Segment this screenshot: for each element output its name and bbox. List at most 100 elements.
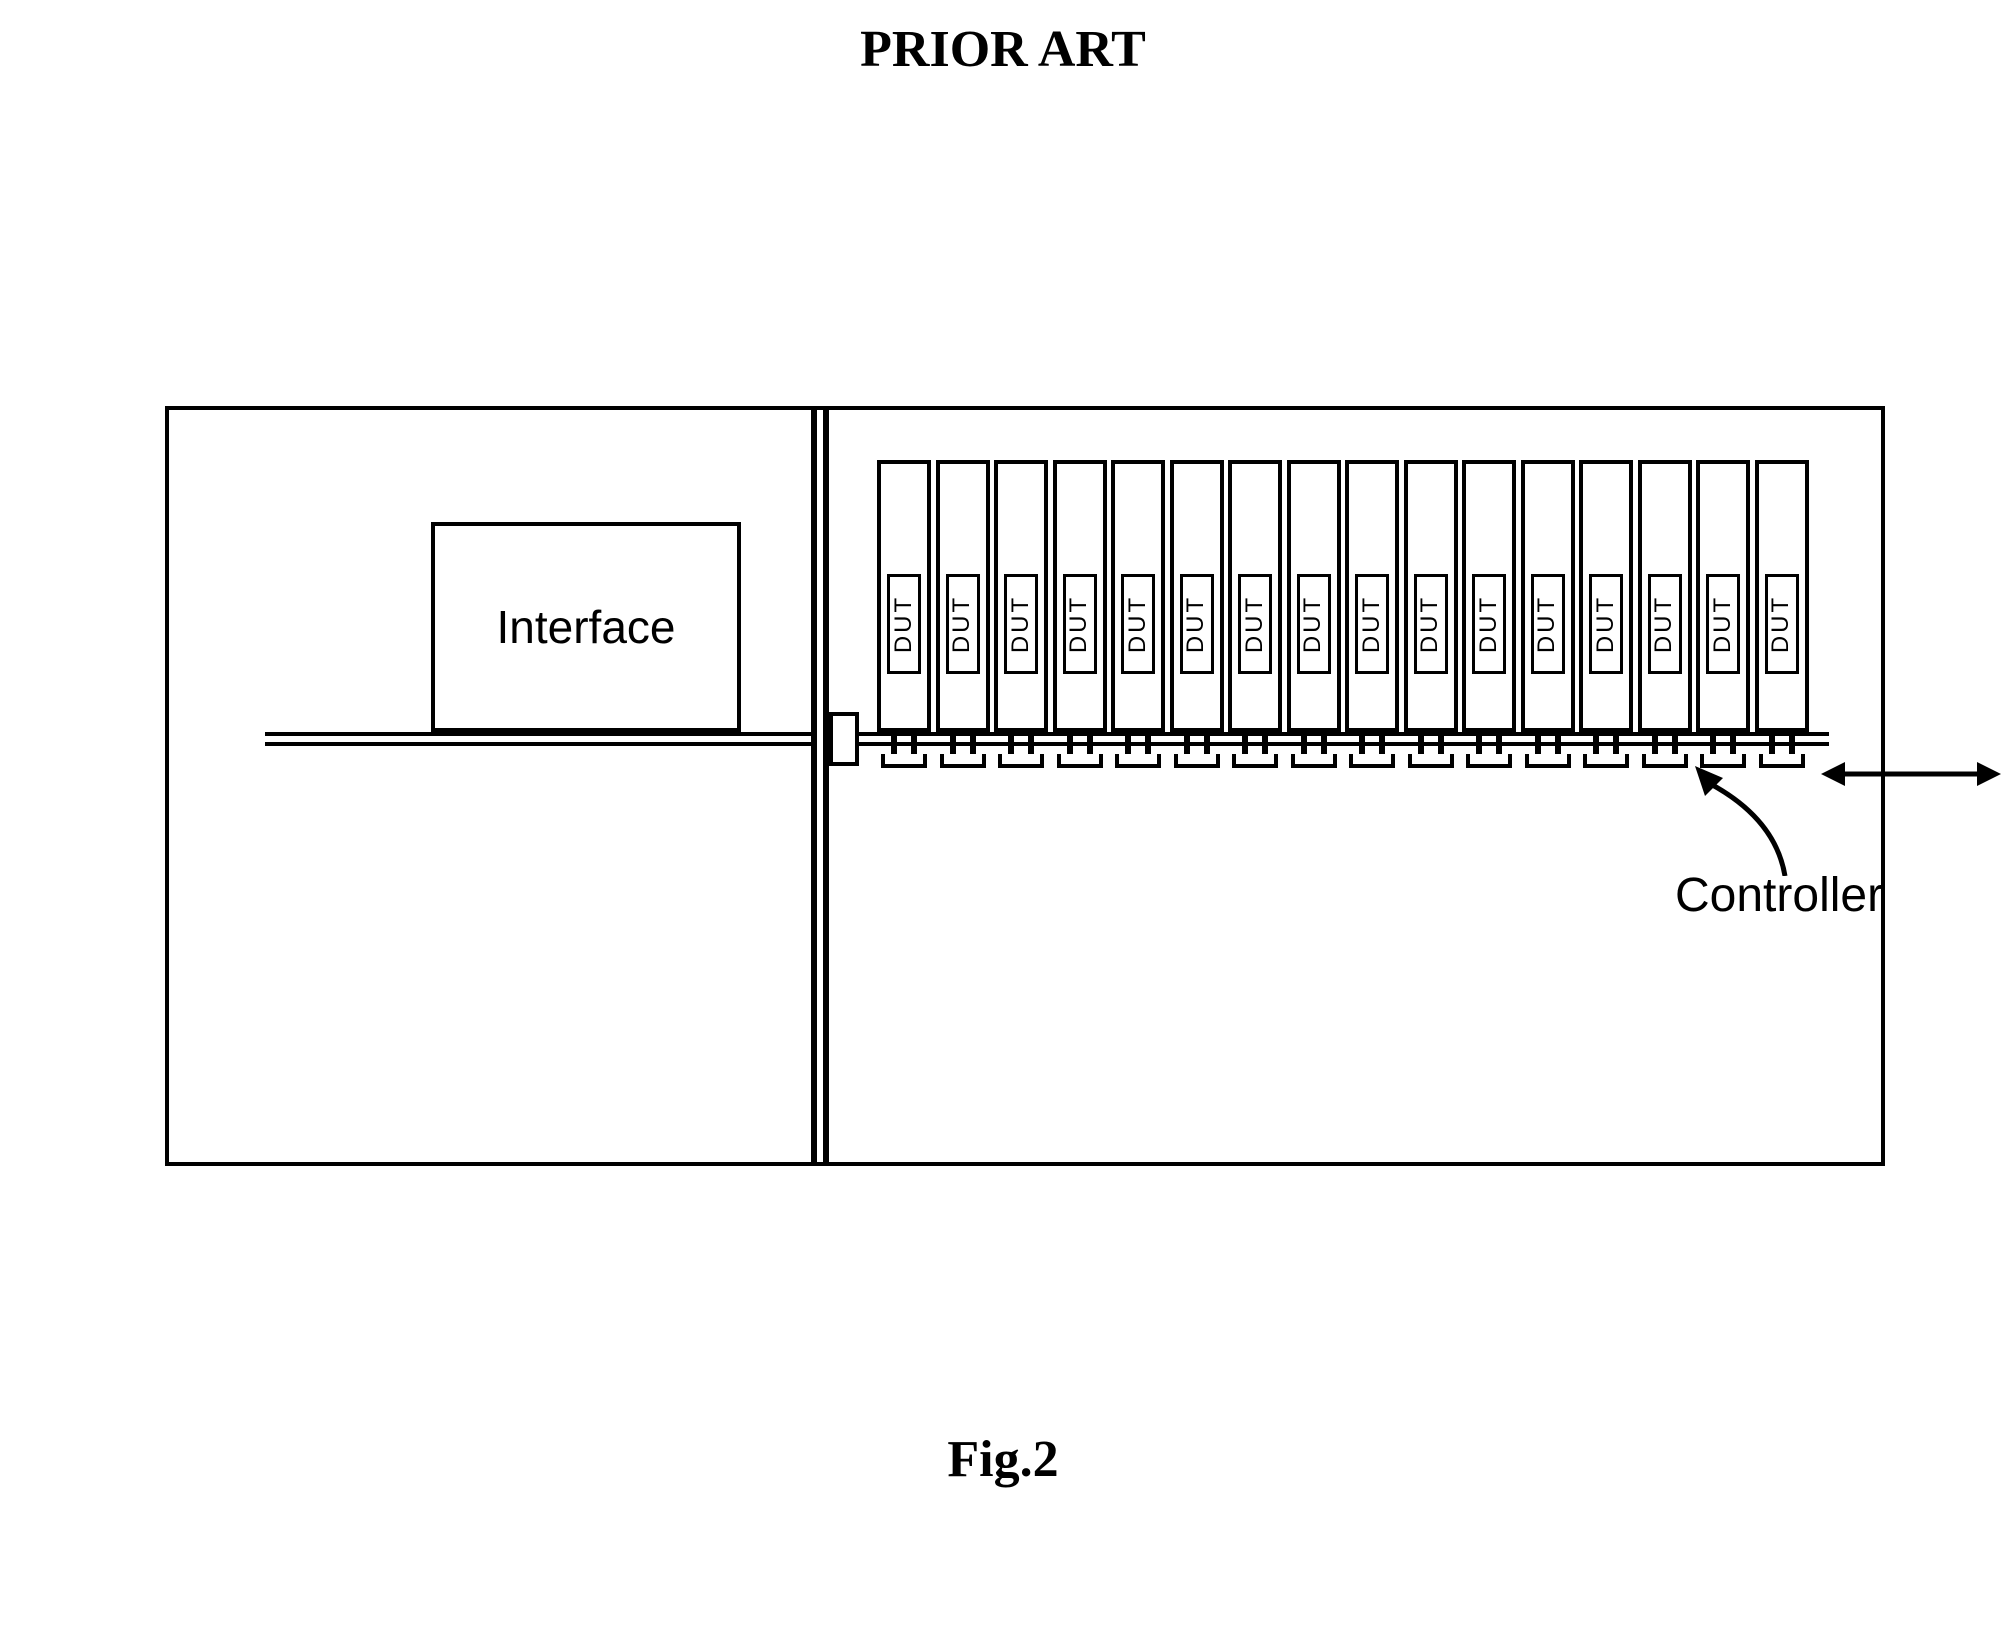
dut-inner-box: DUT — [1004, 574, 1038, 674]
dut-pin — [1476, 732, 1482, 756]
dut-pin — [1418, 732, 1424, 756]
dut-card: DUT — [877, 460, 931, 732]
dut-inner-box: DUT — [1414, 574, 1448, 674]
dut-label: DUT — [1124, 595, 1152, 653]
dut-card: DUT — [1404, 460, 1458, 732]
dut-pin — [1184, 732, 1190, 756]
dut-pin — [1125, 732, 1131, 756]
controller-block — [1642, 754, 1688, 768]
controller-block — [1583, 754, 1629, 768]
dut-label: DUT — [949, 595, 977, 653]
dut-card: DUT — [1521, 460, 1575, 732]
dut-pin — [1672, 732, 1678, 756]
dut-pin — [1730, 732, 1736, 756]
dut-pin — [1496, 732, 1502, 756]
dut-label: DUT — [1300, 595, 1328, 653]
shelf-connector — [829, 712, 859, 766]
dut-inner-box: DUT — [1297, 574, 1331, 674]
controller-block — [1057, 754, 1103, 768]
dut-pin — [1204, 732, 1210, 756]
dut-pin — [1359, 732, 1365, 756]
controller-block — [1115, 754, 1161, 768]
dut-label: DUT — [1241, 595, 1269, 653]
dut-pin — [1028, 732, 1034, 756]
dut-card: DUT — [1111, 460, 1165, 732]
interface-block: Interface — [431, 522, 741, 732]
dut-label: DUT — [1592, 595, 1620, 653]
dut-card: DUT — [1755, 460, 1809, 732]
dut-pin — [1769, 732, 1775, 756]
dut-pin — [1262, 732, 1268, 756]
dut-card: DUT — [1462, 460, 1516, 732]
controller-block — [1525, 754, 1571, 768]
dut-label: DUT — [1534, 595, 1562, 653]
controller-block — [881, 754, 927, 768]
controller-block — [1408, 754, 1454, 768]
dut-inner-box: DUT — [946, 574, 980, 674]
double-arrow-icon — [1821, 754, 2001, 799]
dut-inner-box: DUT — [1121, 574, 1155, 674]
figure-label: Fig.2 — [0, 1430, 2006, 1489]
dut-pin — [1652, 732, 1658, 756]
controller-block — [1291, 754, 1337, 768]
dut-card: DUT — [1170, 460, 1224, 732]
dut-pin — [1145, 732, 1151, 756]
dut-pin — [1379, 732, 1385, 756]
dut-label: DUT — [1183, 595, 1211, 653]
dut-inner-box: DUT — [1180, 574, 1214, 674]
dut-card: DUT — [1696, 460, 1750, 732]
dut-card: DUT — [1228, 460, 1282, 732]
dut-pin — [1321, 732, 1327, 756]
prior-art-title: PRIOR ART — [0, 20, 2006, 79]
dut-inner-box: DUT — [1765, 574, 1799, 674]
vertical-divider-left — [811, 410, 817, 1162]
dut-inner-box: DUT — [1063, 574, 1097, 674]
dut-label: DUT — [1007, 595, 1035, 653]
dut-inner-box: DUT — [1589, 574, 1623, 674]
dut-inner-box: DUT — [1355, 574, 1389, 674]
dut-card: DUT — [1287, 460, 1341, 732]
dut-card: DUT — [1638, 460, 1692, 732]
vertical-divider-right — [823, 410, 829, 1162]
dut-label: DUT — [1651, 595, 1679, 653]
dut-pin — [1789, 732, 1795, 756]
dut-label: DUT — [890, 595, 918, 653]
dut-label: DUT — [1709, 595, 1737, 653]
dut-card: DUT — [936, 460, 990, 732]
dut-pin — [970, 732, 976, 756]
dut-label: DUT — [1358, 595, 1386, 653]
dut-label: DUT — [1475, 595, 1503, 653]
dut-pin — [1535, 732, 1541, 756]
dut-card: DUT — [994, 460, 1048, 732]
controller-block — [940, 754, 986, 768]
controller-block — [998, 754, 1044, 768]
dut-inner-box: DUT — [1531, 574, 1565, 674]
controller-block — [1174, 754, 1220, 768]
controller-block — [1349, 754, 1395, 768]
dut-inner-box: DUT — [1706, 574, 1740, 674]
controller-block — [1232, 754, 1278, 768]
dut-rack: DUT DUT DUT DUT DUT DUT DUT DUT DUT DUT DUT DUT DUT D… — [877, 460, 1815, 732]
dut-pin — [1613, 732, 1619, 756]
dut-label: DUT — [1066, 595, 1094, 653]
dut-pin — [1242, 732, 1248, 756]
interface-label: Interface — [497, 600, 676, 654]
dut-pin — [1008, 732, 1014, 756]
controller-block — [1466, 754, 1512, 768]
dut-pin — [1710, 732, 1716, 756]
dut-pin — [1438, 732, 1444, 756]
dut-label: DUT — [1417, 595, 1445, 653]
dut-inner-box: DUT — [887, 574, 921, 674]
dut-label: DUT — [1768, 595, 1796, 653]
dut-pin — [1087, 732, 1093, 756]
dut-card: DUT — [1345, 460, 1399, 732]
dut-inner-box: DUT — [1238, 574, 1272, 674]
controller-leader-line — [1695, 766, 1835, 876]
dut-pin — [950, 732, 956, 756]
dut-pin — [911, 732, 917, 756]
dut-pin — [1067, 732, 1073, 756]
diagram-container: Interface DUTDUTDUTDUTDUTDUTDUTDUTDUTDUT… — [165, 406, 1885, 1166]
shelf-bar-right — [829, 732, 1829, 746]
dut-inner-box: DUT — [1648, 574, 1682, 674]
dut-pin — [891, 732, 897, 756]
